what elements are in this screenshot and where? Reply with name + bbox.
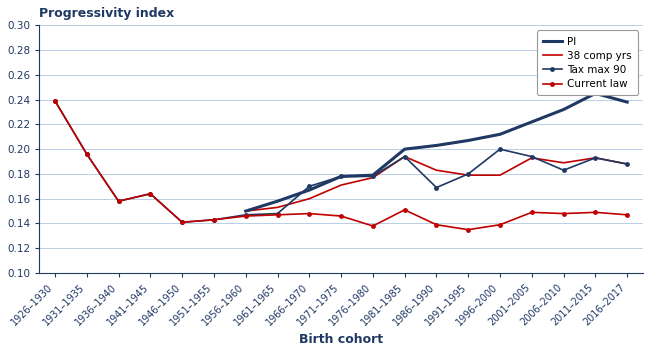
Text: Progressivity index: Progressivity index (39, 7, 174, 20)
X-axis label: Birth cohort: Birth cohort (299, 333, 383, 346)
Legend: PI, 38 comp yrs, Tax max 90, Current law: PI, 38 comp yrs, Tax max 90, Current law (537, 30, 638, 95)
